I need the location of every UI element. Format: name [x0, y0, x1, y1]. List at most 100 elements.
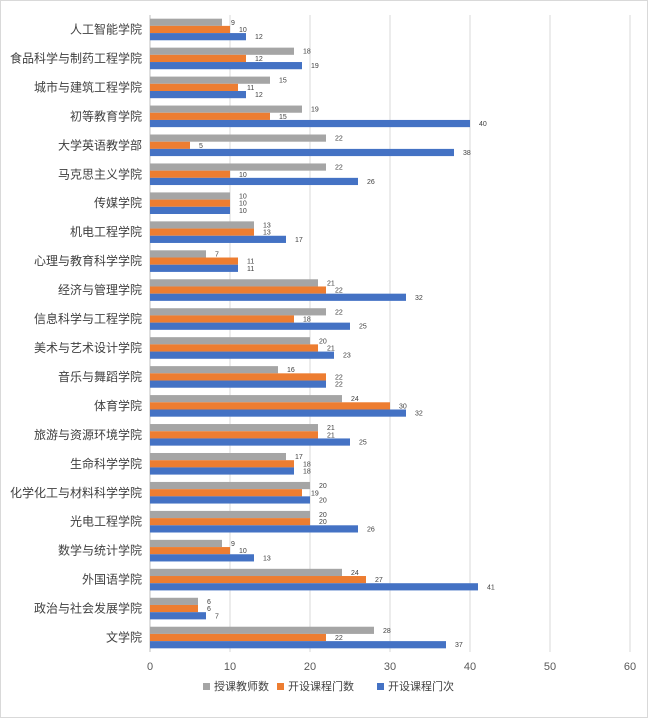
category-label: 美术与艺术设计学院: [34, 340, 142, 355]
bar: [150, 539, 222, 548]
data-labels: 9101218121915111219154022538221026101010…: [199, 20, 495, 649]
bar: [150, 33, 246, 41]
data-label: 21: [327, 425, 335, 432]
category-label: 外国语学院: [82, 572, 142, 587]
category-label: 光电工程学院: [70, 514, 142, 529]
bar: [150, 119, 470, 128]
bar: [150, 293, 406, 301]
category-label: 心理与教育科学学院: [34, 253, 142, 268]
bar: [150, 83, 238, 91]
data-label: 18: [303, 461, 311, 468]
bar: [150, 163, 326, 171]
data-label: 27: [375, 577, 383, 584]
category-label: 生命科学学院: [70, 456, 142, 471]
data-label: 6: [207, 606, 211, 613]
bar: [150, 576, 366, 584]
bar: [150, 402, 390, 410]
category-label: 数学与统计学院: [58, 543, 142, 558]
category-axis: 人工智能学院食品科学与制药工程学院城市与建筑工程学院初等教育学院大学英语教学部马…: [10, 21, 142, 644]
legend-swatch: [377, 683, 384, 690]
data-label: 18: [303, 49, 311, 56]
bar: [150, 250, 206, 258]
data-label: 41: [487, 584, 495, 591]
data-label: 10: [239, 194, 247, 201]
data-label: 12: [255, 34, 263, 41]
data-label: 25: [359, 440, 367, 447]
data-label: 19: [311, 63, 319, 70]
bar: [150, 351, 334, 359]
bar-group: [150, 18, 478, 649]
data-label: 21: [327, 432, 335, 439]
data-label: 13: [263, 230, 271, 237]
bar: [150, 47, 294, 55]
data-label: 17: [295, 237, 303, 244]
bar: [150, 257, 238, 265]
bar: [150, 438, 350, 446]
data-label: 19: [311, 490, 319, 497]
bar: [150, 322, 350, 330]
data-label: 12: [255, 92, 263, 99]
legend-label: 授课教师数: [214, 679, 269, 693]
category-label: 传媒学院: [94, 195, 142, 210]
data-label: 10: [239, 548, 247, 555]
data-label: 40: [479, 121, 487, 128]
category-label: 人工智能学院: [70, 21, 142, 36]
bar: [150, 192, 230, 200]
category-label: 文学院: [106, 630, 142, 645]
data-label: 37: [455, 642, 463, 649]
category-label: 体育学院: [94, 398, 142, 413]
bar: [150, 380, 326, 388]
data-label: 22: [335, 288, 343, 295]
data-label: 24: [351, 396, 359, 403]
data-label: 32: [415, 411, 423, 418]
data-label: 13: [263, 555, 271, 562]
category-label: 旅游与资源环境学院: [34, 427, 142, 442]
bar: [150, 641, 446, 649]
data-label: 24: [351, 570, 359, 577]
data-label: 20: [319, 338, 327, 345]
bar: [150, 221, 254, 229]
bar: [150, 18, 222, 26]
data-label: 21: [327, 345, 335, 352]
category-label: 食品科学与制药工程学院: [10, 50, 142, 65]
bar: [150, 25, 230, 34]
bar: [150, 510, 310, 519]
bar: [150, 315, 294, 323]
bar: [150, 279, 318, 287]
category-label: 音乐与舞蹈学院: [58, 369, 142, 384]
category-label: 马克思主义学院: [58, 166, 142, 181]
data-label: 26: [367, 526, 375, 533]
data-label: 9: [231, 541, 235, 548]
bar: [150, 467, 294, 475]
bar: [150, 112, 270, 120]
bar: [150, 76, 270, 84]
bar: [150, 148, 454, 157]
bar: [150, 177, 358, 186]
data-label: 20: [319, 483, 327, 490]
data-label: 18: [303, 317, 311, 324]
x-tick-label: 40: [464, 661, 476, 673]
bar: [150, 228, 254, 236]
x-tick-label: 60: [624, 661, 636, 673]
bar: [150, 489, 302, 497]
x-tick-label: 50: [544, 661, 556, 673]
data-label: 18: [303, 468, 311, 475]
bar: [150, 337, 310, 345]
data-label: 22: [335, 382, 343, 389]
bar: [150, 633, 326, 642]
bar: [150, 554, 254, 562]
bar: [150, 395, 342, 403]
bar: [150, 409, 406, 417]
data-label: 38: [463, 150, 471, 157]
data-label: 7: [215, 251, 219, 258]
bar: [150, 424, 318, 432]
bar: [150, 583, 478, 591]
bar: [150, 235, 286, 243]
data-label: 26: [367, 179, 375, 186]
data-label: 19: [311, 107, 319, 114]
data-label: 12: [255, 56, 263, 63]
data-label: 25: [359, 324, 367, 331]
bar: [150, 54, 246, 63]
data-label: 20: [319, 519, 327, 526]
